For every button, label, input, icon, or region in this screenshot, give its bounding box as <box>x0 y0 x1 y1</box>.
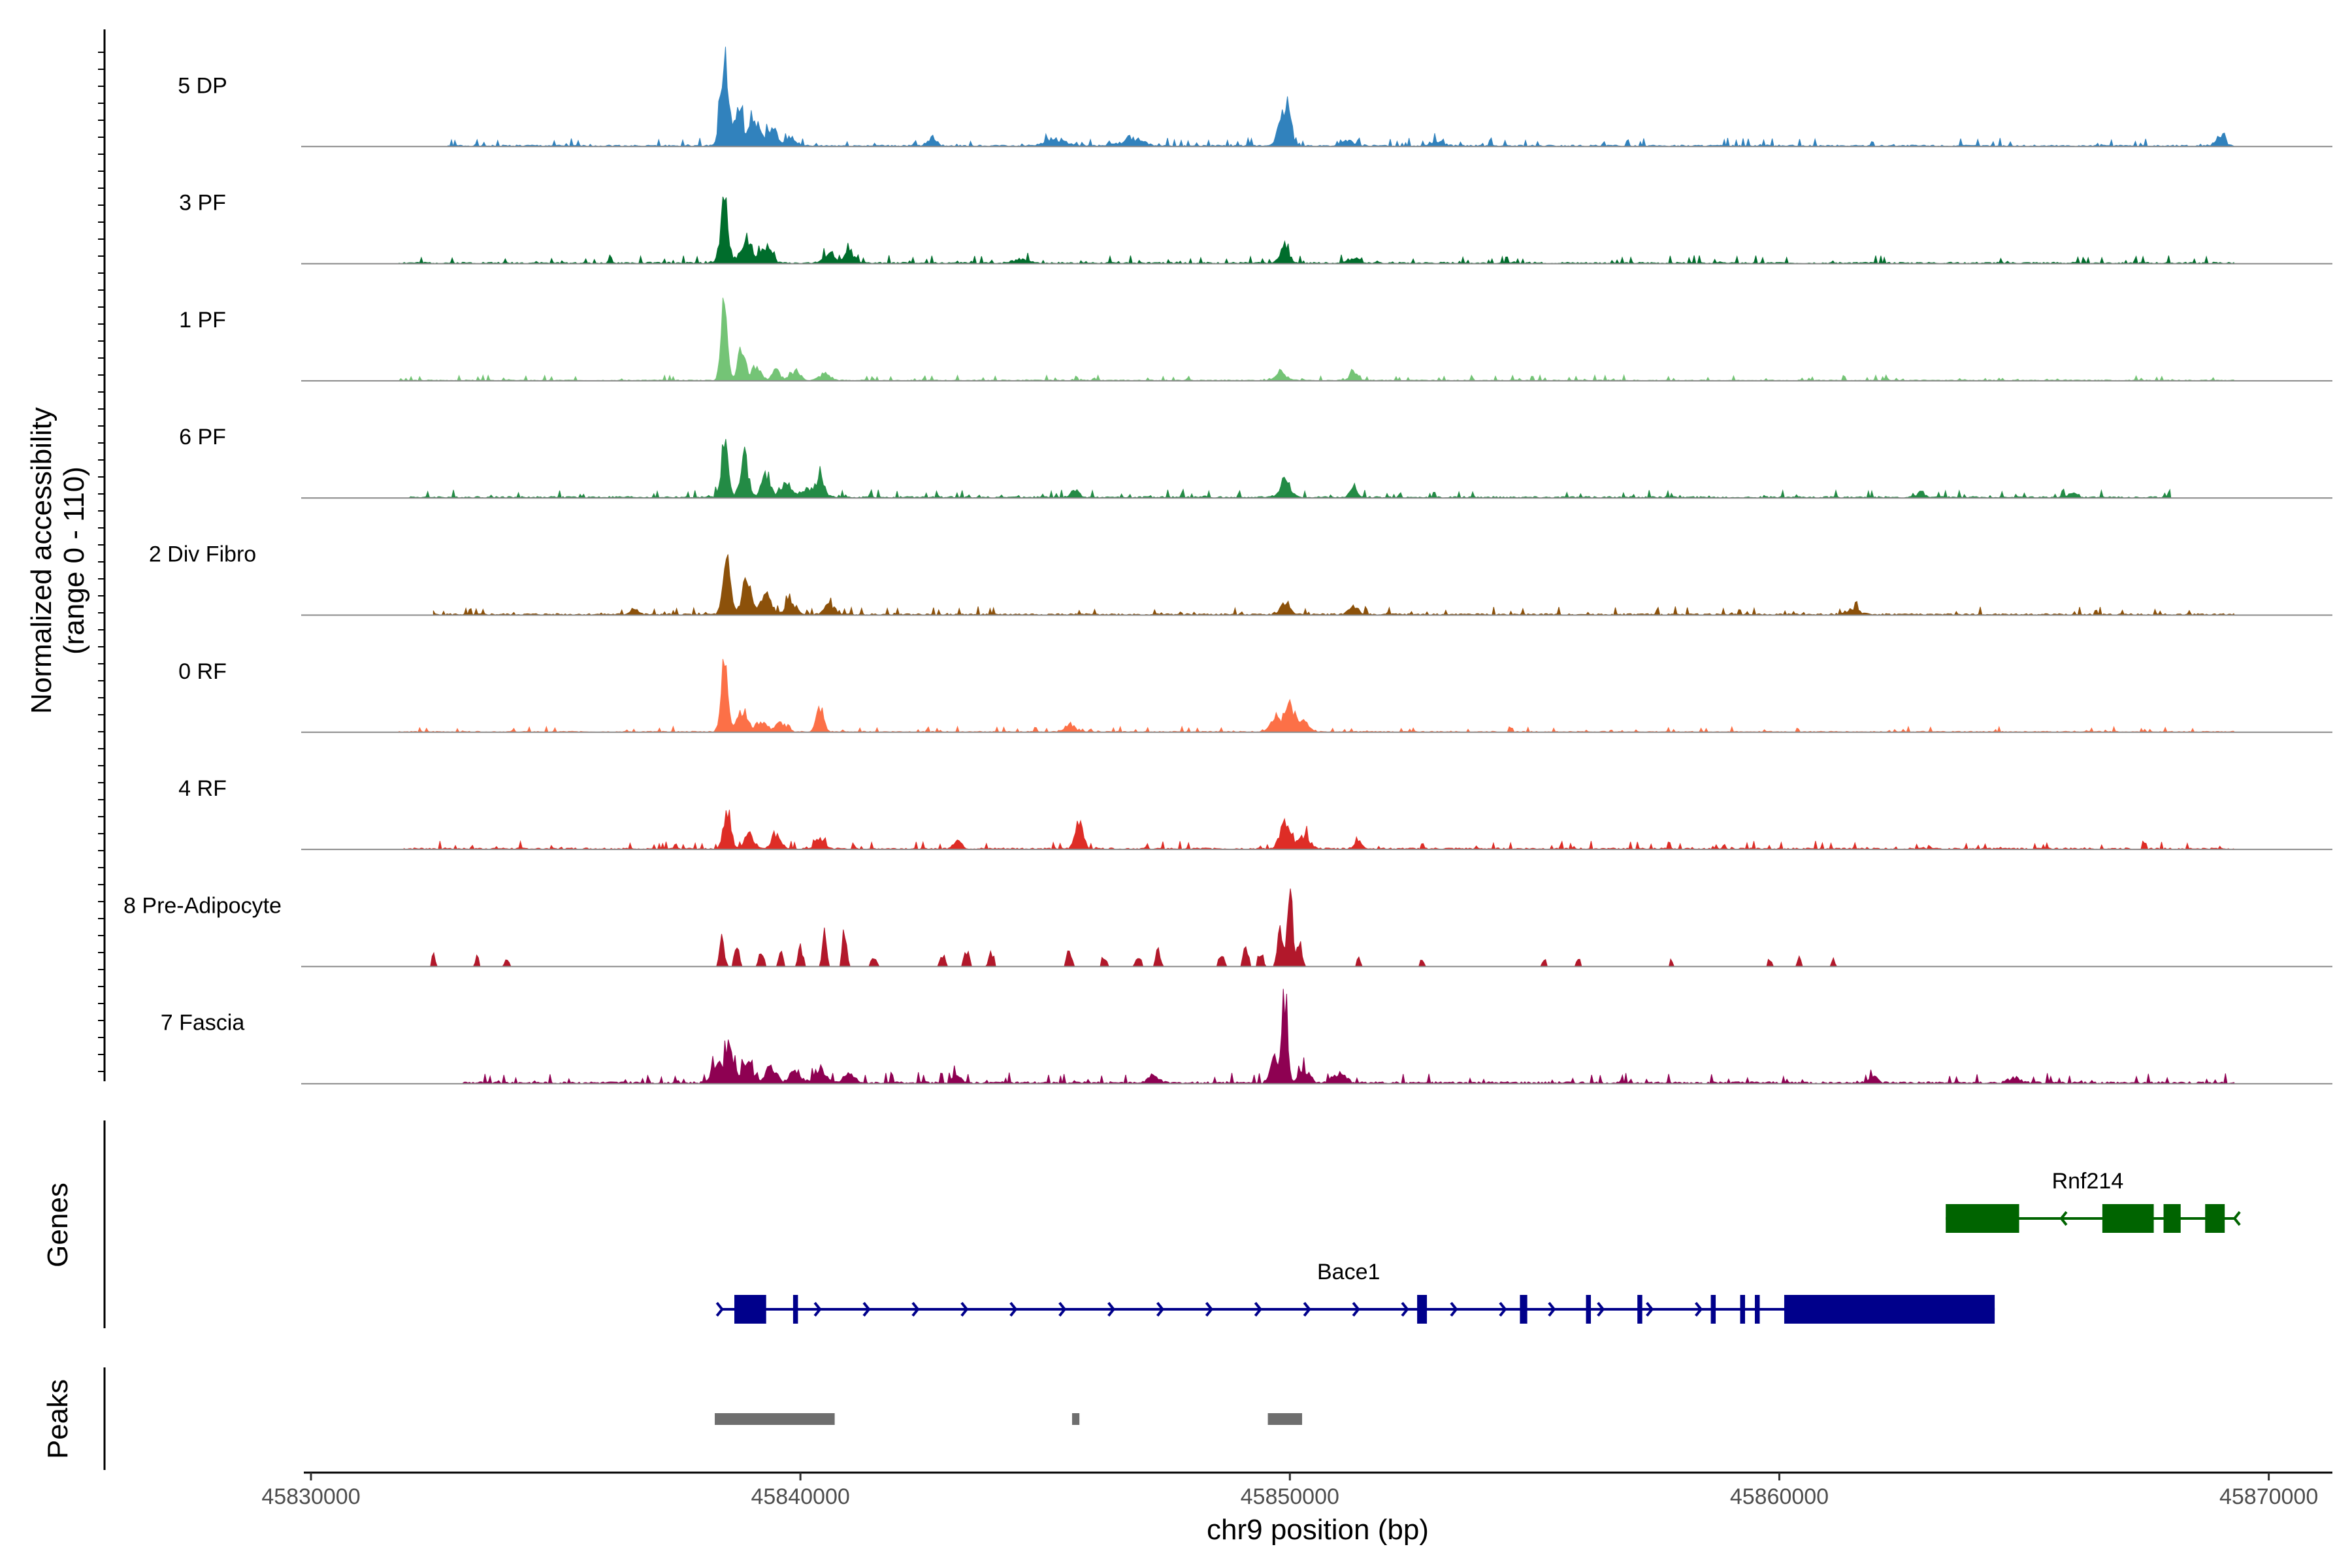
peaks-panel <box>715 1413 1303 1425</box>
x-tick-label: 45850000 <box>1241 1484 1339 1509</box>
x-tick-label: 45860000 <box>1730 1484 1829 1509</box>
coverage-area <box>399 197 2236 265</box>
track-label: 5 DP <box>178 73 227 98</box>
strand-arrow <box>862 1301 871 1317</box>
peak-region <box>715 1413 835 1425</box>
track-label: 4 RF <box>178 776 227 801</box>
gene-rnf214: Rnf214 <box>1946 1169 2241 1233</box>
strand-arrow <box>1107 1301 1116 1317</box>
x-tick-label: 45840000 <box>751 1484 849 1509</box>
strand-arrow <box>1548 1301 1556 1317</box>
axes: Normalized accessibility (range 0 - 110)… <box>25 29 2332 1546</box>
track-label: 1 PF <box>179 308 226 333</box>
gene-label: Bace1 <box>1317 1260 1380 1284</box>
track-2-div-fibro: 2 Div Fibro <box>149 542 2332 616</box>
strand-arrow <box>960 1301 969 1317</box>
y-axis-title-line2: (range 0 - 110) <box>58 466 90 655</box>
gene-bace1: Bace1 <box>715 1260 1995 1324</box>
coverage-area <box>448 46 2235 148</box>
strand-arrow <box>1156 1301 1165 1317</box>
exon <box>2102 1204 2154 1233</box>
coverage-tracks: 5 DP 3 PF 1 PF 6 PF 2 Div Fibro 0 RF 4 RF 8 Pre… <box>123 46 2332 1085</box>
strand-arrow <box>1352 1301 1360 1317</box>
track-label: 3 PF <box>179 191 226 216</box>
exon <box>734 1295 766 1324</box>
gene-label: Rnf214 <box>2052 1169 2124 1194</box>
strand-arrow <box>1499 1301 1507 1317</box>
strand-arrow <box>1009 1301 1018 1317</box>
coverage-area <box>423 888 1838 967</box>
track-4-rf: 4 RF <box>178 776 2332 851</box>
exon <box>1754 1295 1760 1324</box>
strand-arrow <box>1646 1301 1654 1317</box>
exon <box>1520 1295 1527 1324</box>
peak-region <box>1071 1413 1080 1425</box>
track-5-dp: 5 DP <box>178 46 2332 148</box>
strand-arrow <box>1450 1301 1458 1317</box>
coverage-area <box>403 809 2236 851</box>
exon <box>2163 1204 2181 1233</box>
coverage-area <box>399 297 2236 382</box>
coverage-area <box>462 988 2235 1085</box>
exon <box>1946 1204 2019 1233</box>
genes-panel: Rnf214 Bace1 <box>715 1169 2241 1324</box>
peak-region <box>1267 1413 1303 1425</box>
exon <box>1740 1295 1746 1324</box>
track-6-pf: 6 PF <box>179 425 2332 499</box>
track-label: 6 PF <box>179 425 226 449</box>
track-label: 0 RF <box>178 659 227 684</box>
exon <box>1710 1295 1716 1324</box>
y-axis-title-line1: Normalized accessibility <box>25 407 57 713</box>
exon <box>792 1295 798 1324</box>
track-1-pf: 1 PF <box>179 297 2332 382</box>
strand-arrow <box>1597 1301 1605 1317</box>
track-7-fascia: 7 Fascia <box>161 988 2332 1085</box>
exon <box>1784 1295 1995 1324</box>
track-label: 8 Pre-Adipocyte <box>123 893 282 918</box>
coverage-area <box>399 659 2236 733</box>
x-tick-label: 45870000 <box>2219 1484 2318 1509</box>
x-axis-title: chr9 position (bp) <box>1207 1514 1429 1546</box>
track-label: 7 Fascia <box>161 1011 245 1036</box>
strand-arrow <box>2059 1211 2068 1226</box>
strand-arrow <box>911 1301 920 1317</box>
strand-arrow <box>715 1301 724 1317</box>
x-tick-label: 45830000 <box>261 1484 360 1509</box>
y-axis-ticks <box>98 52 105 1072</box>
track-3-pf: 3 PF <box>179 191 2332 265</box>
strand-arrow <box>1058 1301 1067 1317</box>
exon <box>1637 1295 1642 1324</box>
genes-panel-label: Genes <box>42 1183 74 1267</box>
track-8-pre-adipocyte: 8 Pre-Adipocyte <box>123 888 2332 968</box>
x-axis-ticks: 45830000 45840000 45850000 45860000 45870000 <box>261 1473 2318 1509</box>
strand-arrow <box>2232 1211 2241 1226</box>
track-label: 2 Div Fibro <box>149 542 256 567</box>
strand-arrow <box>813 1301 822 1317</box>
track-0-rf: 0 RF <box>178 659 2332 733</box>
peaks-panel-label: Peaks <box>42 1379 74 1459</box>
strand-arrow <box>1401 1301 1409 1317</box>
strand-arrow <box>1205 1301 1213 1317</box>
strand-arrow <box>1254 1301 1262 1317</box>
strand-arrow <box>1303 1301 1311 1317</box>
exon <box>1417 1295 1428 1324</box>
exon <box>2205 1204 2225 1233</box>
coverage-area <box>408 438 2172 499</box>
strand-arrow <box>1695 1301 1703 1317</box>
exon <box>1586 1295 1592 1324</box>
coverage-area <box>433 554 2236 616</box>
